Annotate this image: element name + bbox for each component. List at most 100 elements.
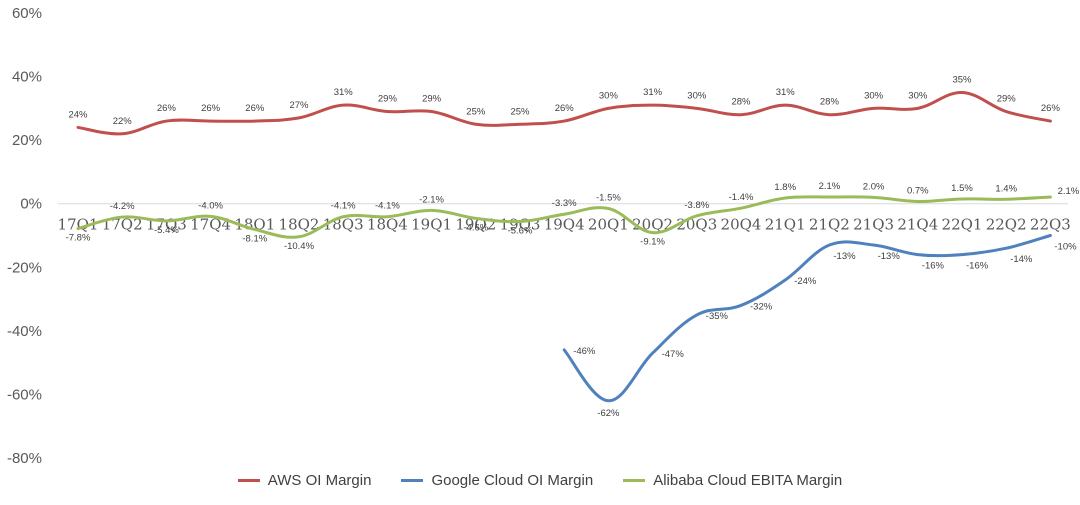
data-label-alibaba-cloud: -7.8% xyxy=(66,233,91,244)
data-label-google-cloud: -35% xyxy=(706,311,729,322)
data-label-alibaba-cloud: 2.1% xyxy=(1058,186,1080,197)
x-tick-label: 17Q1 xyxy=(58,216,99,234)
x-tick-label: 18Q1 xyxy=(234,216,275,234)
data-label-alibaba-cloud: -5.4% xyxy=(154,225,179,236)
series-line-alibaba-cloud xyxy=(76,195,1052,239)
data-label-aws: 29% xyxy=(422,94,442,105)
data-label-alibaba-cloud: -1.5% xyxy=(596,192,621,203)
data-label-aws: 26% xyxy=(157,103,177,114)
data-label-aws: 35% xyxy=(952,74,972,85)
x-tick-label: 20Q3 xyxy=(676,216,717,234)
y-tick-label: 60% xyxy=(12,5,42,22)
y-tick-label: -80% xyxy=(7,450,42,467)
data-label-google-cloud: -32% xyxy=(750,301,773,312)
x-tick-label: 21Q4 xyxy=(897,216,938,234)
series-lines xyxy=(76,90,1052,403)
data-label-alibaba-cloud: -9.1% xyxy=(640,237,665,248)
data-label-alibaba-cloud: 1.5% xyxy=(951,183,973,194)
data-label-alibaba-cloud: -4.1% xyxy=(331,201,356,212)
chart-canvas: 60%40%20%0%-20%-40%-60%-80% 17Q1 17Q2 17Q3… xyxy=(7,5,1080,467)
legend-swatch-google-cloud xyxy=(401,479,424,482)
x-tick-label: 18Q4 xyxy=(367,216,408,234)
data-label-google-cloud: -47% xyxy=(662,349,685,360)
x-tick-label: 22Q3 xyxy=(1030,216,1071,234)
data-label-alibaba-cloud: -3.8% xyxy=(684,200,709,211)
data-label-aws: 29% xyxy=(997,94,1017,105)
data-label-google-cloud: -10% xyxy=(1054,242,1077,253)
x-tick-label: 22Q1 xyxy=(942,216,983,234)
x-tick-label: 21Q1 xyxy=(765,216,806,234)
x-tick-label: 18Q3 xyxy=(323,216,364,234)
y-tick-label: -60% xyxy=(7,386,42,403)
data-label-alibaba-cloud: 1.4% xyxy=(995,183,1017,194)
y-tick-label: -40% xyxy=(7,323,42,340)
data-label-aws: 28% xyxy=(820,97,840,108)
legend: AWS OI Margin Google Cloud OI Margin Ali… xyxy=(0,472,1080,489)
legend-label-google-cloud: Google Cloud OI Margin xyxy=(431,472,594,489)
data-label-alibaba-cloud: 1.8% xyxy=(774,182,796,193)
data-label-alibaba-cloud: -8.1% xyxy=(242,233,267,244)
data-label-google-cloud: -46% xyxy=(573,346,596,357)
data-label-aws: 25% xyxy=(510,106,530,117)
x-tick-label: 19Q1 xyxy=(411,216,452,234)
x-tick-label: 21Q3 xyxy=(853,216,894,234)
data-label-alibaba-cloud: -4.6% xyxy=(463,222,488,233)
x-tick-label: 21Q2 xyxy=(809,216,850,234)
y-axis: 60% 40% 20% 0% -20% -40% -60% -80% xyxy=(7,5,42,467)
data-label-aws: 26% xyxy=(201,103,221,114)
data-label-alibaba-cloud: 2.0% xyxy=(863,181,885,192)
data-label-alibaba-cloud: 2.1% xyxy=(819,181,841,192)
legend-swatch-aws xyxy=(237,479,260,482)
data-label-aws: 25% xyxy=(466,106,486,117)
data-label-alibaba-cloud: -3.3% xyxy=(552,198,577,209)
y-tick-label: 0% xyxy=(20,196,42,213)
data-label-aws: 24% xyxy=(68,109,88,120)
data-label-aws: 31% xyxy=(643,87,663,98)
legend-swatch-alibaba-cloud xyxy=(623,479,646,482)
data-label-aws: 26% xyxy=(245,103,265,114)
x-tick-label: 17Q4 xyxy=(190,216,231,234)
data-label-google-cloud: -13% xyxy=(833,251,856,262)
legend-item-google-cloud[interactable]: Google Cloud OI Margin xyxy=(401,472,593,489)
data-label-aws: 29% xyxy=(378,94,398,105)
data-label-alibaba-cloud: -4.1% xyxy=(375,201,400,212)
data-label-aws: 30% xyxy=(908,90,928,101)
data-label-aws: 31% xyxy=(334,87,354,98)
data-label-alibaba-cloud: -2.1% xyxy=(419,194,444,205)
data-label-alibaba-cloud: -4.0% xyxy=(198,200,223,211)
y-tick-label: 20% xyxy=(12,132,42,149)
legend-label-alibaba-cloud: Alibaba Cloud EBITA Margin xyxy=(653,472,843,489)
x-tick-label: 20Q4 xyxy=(721,216,762,234)
data-label-aws: 26% xyxy=(1041,103,1061,114)
legend-item-alibaba-cloud[interactable]: Alibaba Cloud EBITA Margin xyxy=(623,472,842,489)
data-label-alibaba-cloud: -10.4% xyxy=(284,241,315,252)
x-tick-label: 19Q4 xyxy=(544,216,585,234)
y-tick-label: 40% xyxy=(12,69,42,86)
data-label-aws: 30% xyxy=(687,90,707,101)
data-label-aws: 27% xyxy=(289,100,309,111)
data-label-alibaba-cloud: -1.4% xyxy=(729,192,754,203)
legend-item-aws[interactable]: AWS OI Margin xyxy=(237,472,372,489)
data-label-google-cloud: -16% xyxy=(922,261,945,272)
series-line-aws xyxy=(76,90,1052,136)
data-label-aws: 22% xyxy=(113,116,133,127)
data-label-google-cloud: -14% xyxy=(1010,254,1033,265)
data-label-alibaba-cloud: -4.2% xyxy=(110,201,135,212)
data-label-google-cloud: -16% xyxy=(966,261,989,272)
data-label-aws: 30% xyxy=(599,90,619,101)
data-label-aws: 28% xyxy=(731,97,751,108)
x-tick-label: 22Q2 xyxy=(986,216,1027,234)
data-label-aws: 26% xyxy=(555,103,575,114)
data-label-aws: 31% xyxy=(776,87,796,98)
data-label-alibaba-cloud: 0.7% xyxy=(907,185,929,196)
x-tick-label: 18Q2 xyxy=(279,216,320,234)
data-label-google-cloud: -13% xyxy=(878,251,901,262)
data-label-aws: 30% xyxy=(864,90,884,101)
series-line-google-cloud xyxy=(562,234,1052,403)
data-labels: 24% 22% 26% 26% 26% 27% 31% 29% 29% 25% 25% 26% 30% 3… xyxy=(66,74,1080,418)
data-label-google-cloud: -24% xyxy=(794,276,817,287)
data-label-alibaba-cloud: -5.6% xyxy=(508,226,533,237)
legend-label-aws: AWS OI Margin xyxy=(267,472,372,489)
data-label-google-cloud: -62% xyxy=(597,408,620,419)
